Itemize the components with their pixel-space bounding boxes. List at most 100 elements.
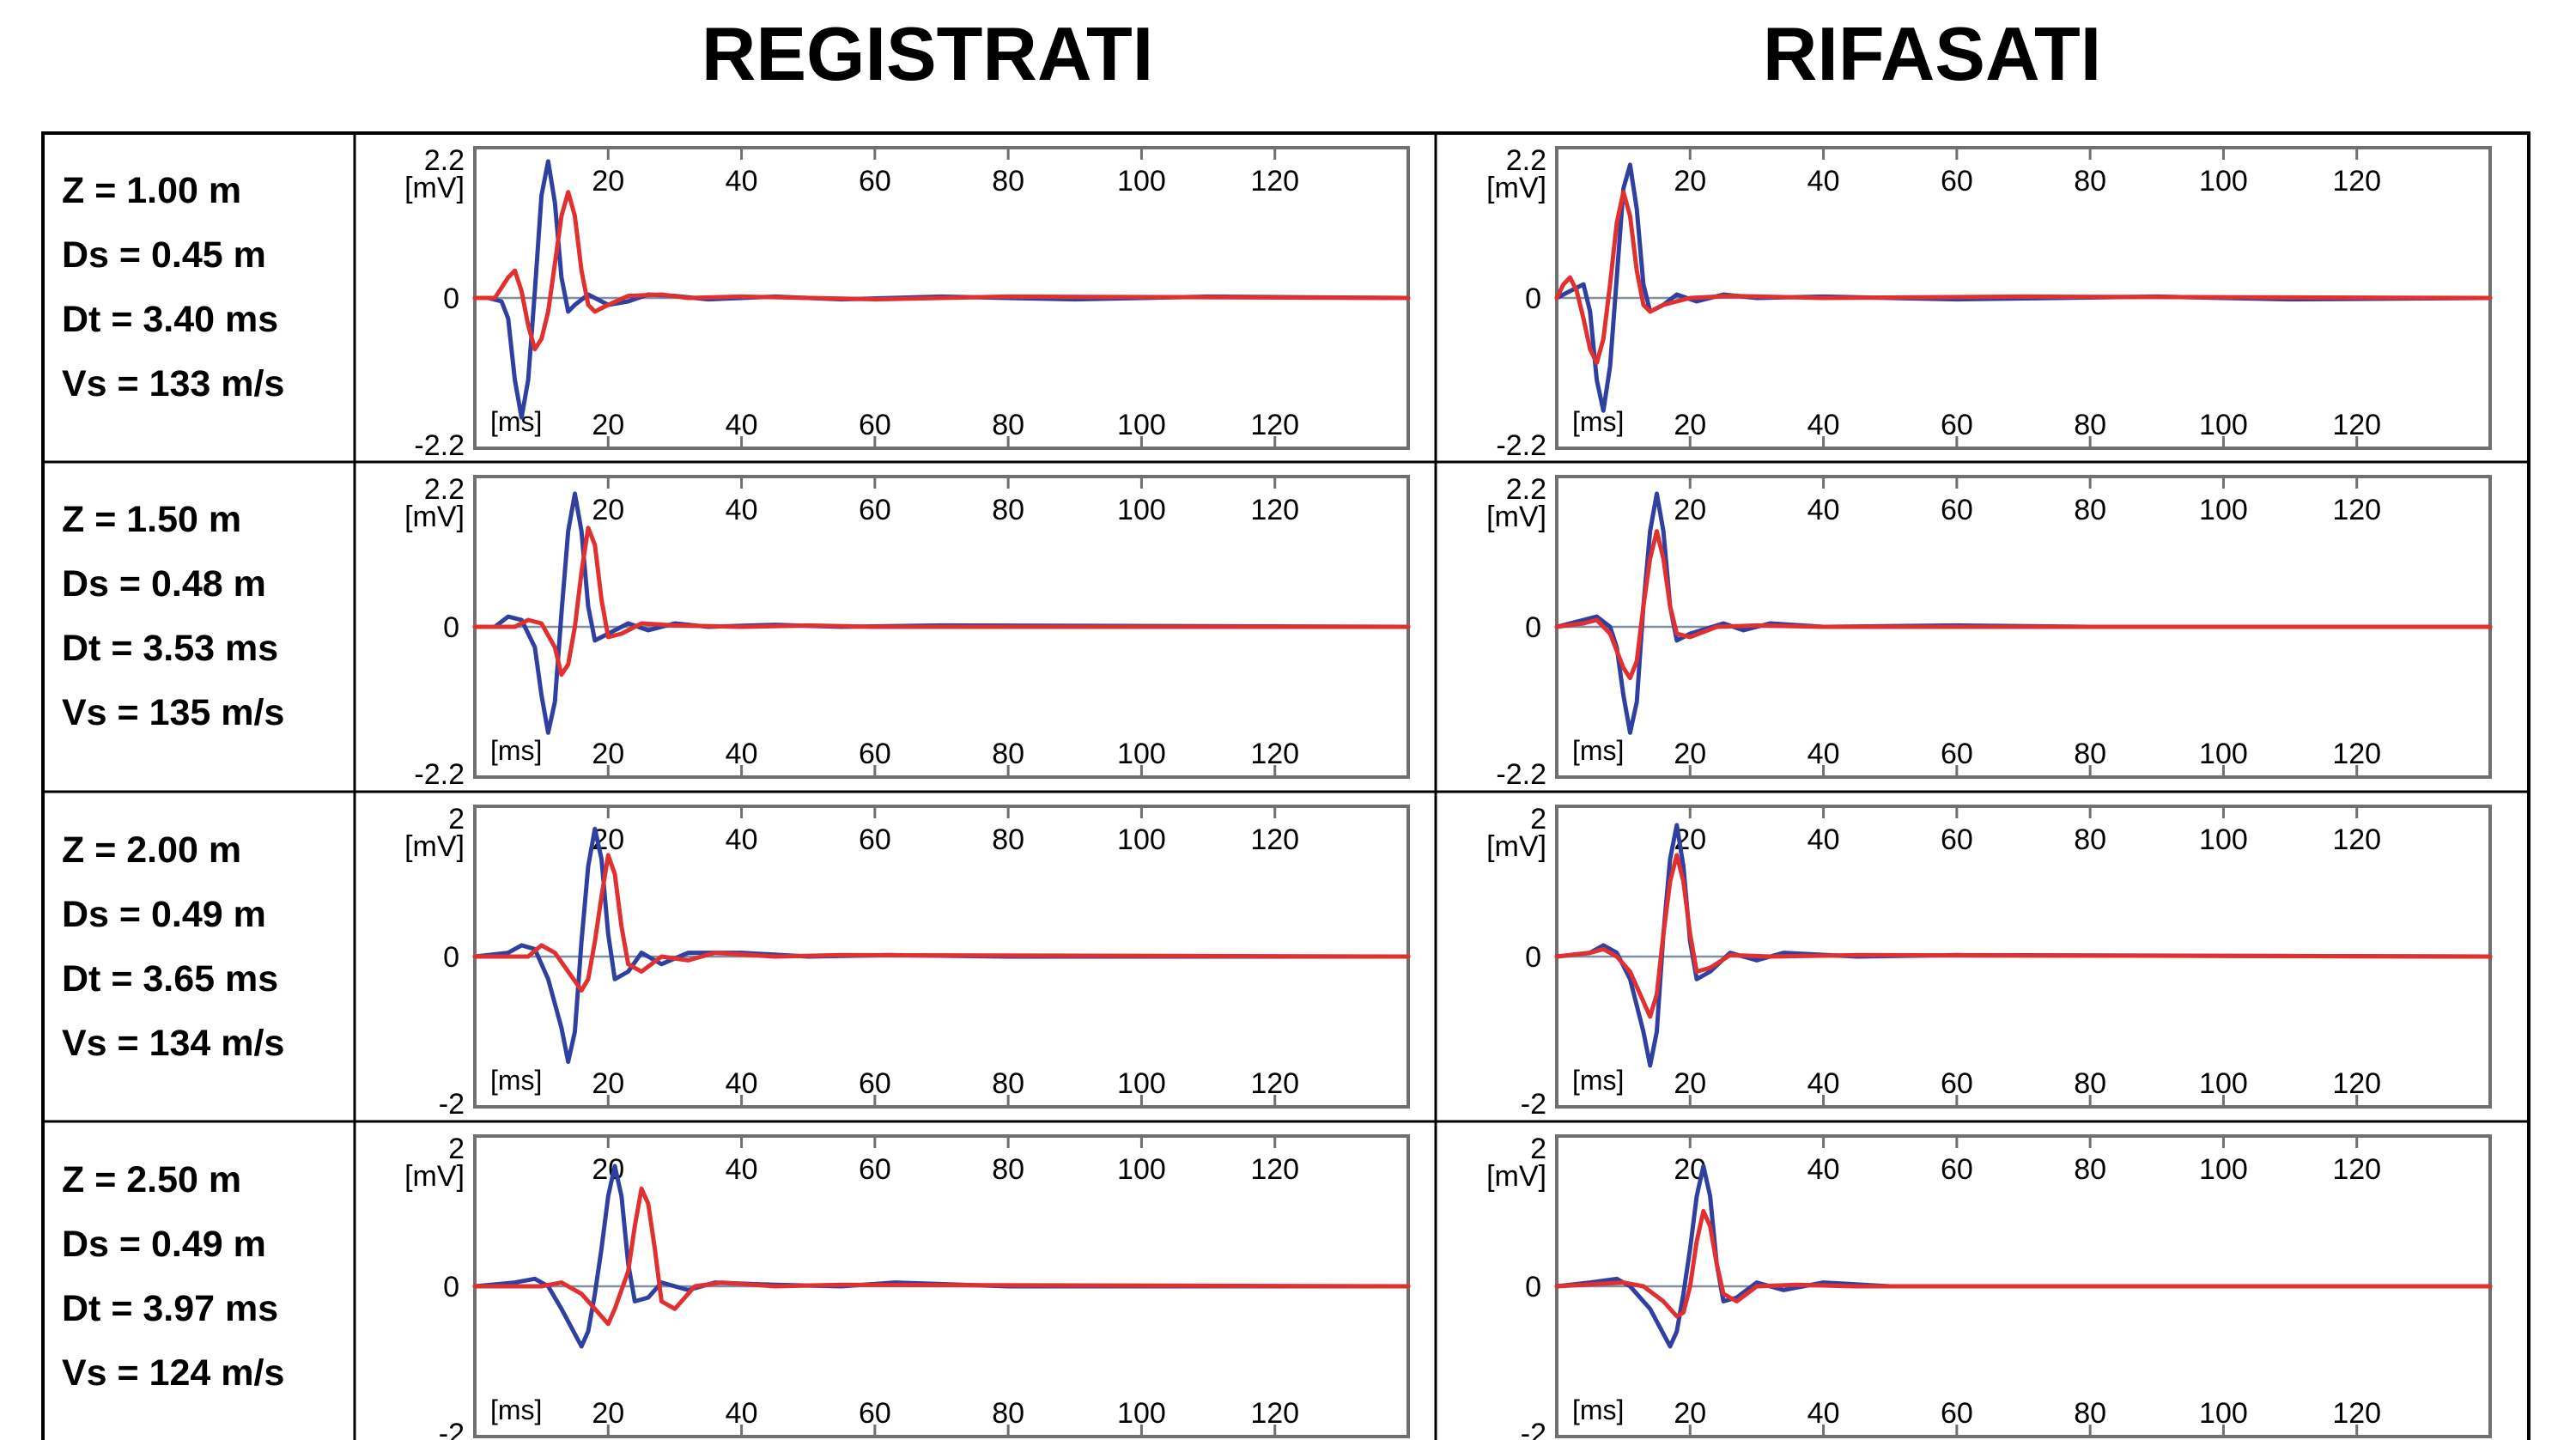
delay-label: Dt = 3.97 ms <box>62 1288 279 1329</box>
y-min-label: -2.2 <box>1496 758 1546 791</box>
x-tick-label-bottom: 100 <box>1117 738 1166 770</box>
depth-label: Z = 1.50 m <box>62 499 242 540</box>
x-tick-label-top: 80 <box>2074 1153 2106 1186</box>
x-tick-label-bottom: 80 <box>2074 738 2106 770</box>
x-tick-label-bottom: 80 <box>992 1067 1024 1100</box>
x-tick-label-bottom: 60 <box>1941 738 1973 770</box>
red-trace <box>1554 853 2493 1019</box>
distance-label: Ds = 0.49 m <box>62 1224 266 1265</box>
y-zero-label: 0 <box>1525 941 1541 974</box>
y-zero-label: 0 <box>1525 611 1541 644</box>
x-tick-label-bottom: 40 <box>726 409 758 441</box>
x-tick-label-top: 120 <box>2332 165 2381 197</box>
x-tick-label-bottom: 120 <box>2332 409 2381 441</box>
x-tick-label-top: 60 <box>1941 165 1973 197</box>
x-tick-label-top: 40 <box>726 165 758 197</box>
x-tick-label-top: 120 <box>1250 823 1299 856</box>
y-unit-label: [mV] <box>404 501 465 533</box>
trace-plot: 2.2[mV] 0 -2.2 20 20 40 40 60 60 80 80 100 100 120 120… <box>404 473 1411 791</box>
y-max-label: 2 <box>1530 803 1546 835</box>
x-tick-label-top: 100 <box>1117 1153 1166 1186</box>
delay-label: Dt = 3.40 ms <box>62 299 279 340</box>
x-tick-label-top: 100 <box>1117 823 1166 856</box>
x-tick-label-bottom: 100 <box>2199 738 2248 770</box>
x-tick-label-bottom: 20 <box>1674 409 1706 441</box>
delay-label: Dt = 3.65 ms <box>62 958 279 999</box>
y-min-label: -2 <box>1521 1418 1546 1440</box>
x-tick-label-top: 60 <box>859 494 891 526</box>
x-tick-label-top: 80 <box>992 494 1024 526</box>
red-trace <box>472 526 1411 677</box>
x-tick-label-top: 80 <box>992 1153 1024 1186</box>
y-max-label: 2.2 <box>1506 144 1546 177</box>
y-max-label: 2 <box>448 803 465 835</box>
x-tick-label-top: 40 <box>1807 1153 1840 1186</box>
y-unit-label: [mV] <box>1486 1160 1546 1193</box>
x-tick-label-top: 40 <box>1807 165 1840 197</box>
info-block-row-2: Z = 1.50 m Ds = 0.48 m Dt = 3.53 ms Vs =… <box>62 488 284 745</box>
x-tick-label-bottom: 20 <box>1674 1067 1706 1100</box>
x-tick-label-bottom: 80 <box>2074 1067 2106 1100</box>
red-trace <box>472 190 1411 352</box>
x-tick-label-top: 120 <box>2332 823 2381 856</box>
x-tick-label-top: 60 <box>1941 1153 1973 1186</box>
x-tick-label-bottom: 40 <box>726 1067 758 1100</box>
x-tick-label-bottom: 100 <box>2199 1067 2248 1100</box>
y-min-label: -2 <box>1521 1088 1546 1121</box>
x-tick-label-bottom: 60 <box>859 1067 891 1100</box>
depth-label: Z = 2.50 m <box>62 1159 242 1200</box>
y-max-label: 2.2 <box>424 473 465 506</box>
x-tick-label-bottom: 20 <box>592 409 624 441</box>
x-tick-label-top: 20 <box>592 494 624 526</box>
depth-label: Z = 2.00 m <box>62 829 242 871</box>
y-unit-label: [mV] <box>404 172 465 204</box>
x-tick-label-top: 20 <box>1674 494 1706 526</box>
x-tick-label-top: 20 <box>1674 165 1706 197</box>
x-tick-label-top: 40 <box>1807 494 1840 526</box>
x-tick-label-bottom: 120 <box>1250 1067 1299 1100</box>
x-tick-label-top: 100 <box>2199 823 2248 856</box>
x-tick-label-bottom: 120 <box>1250 409 1299 441</box>
y-min-label: -2 <box>439 1088 465 1121</box>
blue-trace <box>1554 1164 2493 1349</box>
x-unit-label: [ms] <box>1572 1394 1624 1425</box>
info-block-row-3: Z = 2.00 m Ds = 0.49 m Dt = 3.65 ms Vs =… <box>62 818 284 1076</box>
x-tick-label-bottom: 80 <box>2074 409 2106 441</box>
x-tick-label-bottom: 100 <box>2199 409 2248 441</box>
y-zero-label: 0 <box>1525 1271 1541 1303</box>
x-tick-label-top: 80 <box>2074 165 2106 197</box>
x-tick-label-bottom: 40 <box>1807 409 1840 441</box>
velocity-label: Vs = 135 m/s <box>62 692 285 733</box>
x-tick-label-top: 120 <box>1250 165 1299 197</box>
x-tick-label-top: 80 <box>2074 823 2106 856</box>
x-tick-label-bottom: 80 <box>2074 1397 2106 1430</box>
x-tick-label-top: 40 <box>1807 823 1840 856</box>
column-title-rifasati: RIFASATI <box>1762 11 2102 96</box>
x-tick-label-top: 60 <box>859 1153 891 1186</box>
x-tick-label-bottom: 60 <box>859 738 891 770</box>
x-tick-label-bottom: 120 <box>1250 738 1299 770</box>
distance-label: Ds = 0.48 m <box>62 563 266 605</box>
x-tick-label-top: 40 <box>726 494 758 526</box>
red-trace <box>1554 529 2493 681</box>
x-unit-label: [ms] <box>1572 735 1624 766</box>
trace-plot: 2.2[mV] 0 -2.2 20 20 40 40 60 60 80 80 100 100 120 120… <box>1486 473 2493 791</box>
x-unit-label: [ms] <box>1572 1065 1624 1096</box>
x-tick-label-top: 100 <box>2199 494 2248 526</box>
x-tick-label-bottom: 120 <box>1250 1397 1299 1430</box>
x-tick-label-bottom: 20 <box>1674 738 1706 770</box>
x-tick-label-bottom: 80 <box>992 409 1024 441</box>
x-tick-label-bottom: 40 <box>726 738 758 770</box>
y-max-label: 2 <box>1530 1133 1546 1165</box>
y-max-label: 2 <box>448 1133 465 1165</box>
x-tick-label-top: 80 <box>992 165 1024 197</box>
x-tick-label-top: 60 <box>859 823 891 856</box>
x-unit-label: [ms] <box>490 1065 542 1096</box>
x-tick-label-bottom: 120 <box>2332 1067 2381 1100</box>
x-unit-label: [ms] <box>490 735 542 766</box>
red-trace <box>1554 1209 2493 1319</box>
x-tick-label-top: 60 <box>859 165 891 197</box>
y-unit-label: [mV] <box>1486 501 1546 533</box>
